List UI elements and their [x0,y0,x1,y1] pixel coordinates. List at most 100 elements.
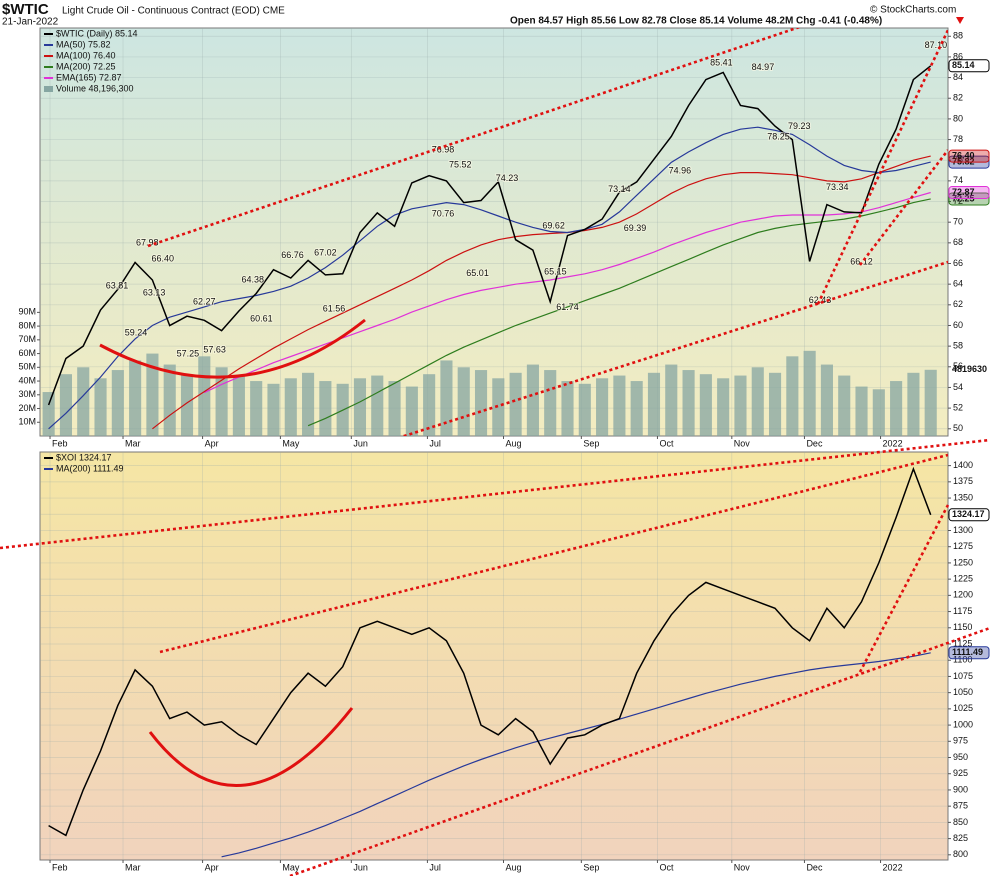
y-tick-label: 875 [953,801,968,811]
y-tick-label: 850 [953,817,968,827]
y-tick-label: 1150 [953,622,972,632]
y-tick-label: 84 [953,72,963,82]
y-tick-label: 60 [953,320,963,330]
moving-average [221,652,931,858]
legend-label: $XOI 1324.17 [56,452,112,462]
price-annotation: 60.61 [250,314,273,324]
trendline [289,626,990,876]
y-tick-label: 1075 [953,671,973,681]
price-annotation: 57.63 [203,344,226,354]
volume-bar [388,381,401,436]
y-tick-label: 1300 [953,525,973,535]
x-tick-label: Jun [353,862,368,872]
x-tick-label: Mar [125,862,141,872]
volume-bar [768,372,782,436]
volume-bar [215,367,228,436]
y-tick-label: 54 [953,382,963,392]
value-tag: 4819630 [952,364,987,374]
volume-bar [613,375,626,436]
price-annotation: 57.25 [177,348,200,358]
price-annotation: 66.40 [152,254,175,264]
trendline [858,149,948,266]
legend-label: MA(100) 76.40 [56,50,116,60]
y-tick-label: 1000 [953,719,973,729]
chart-subtitle: Light Crude Oil - Continuous Contract (E… [62,6,285,17]
y-tick-label: 70 [953,217,963,227]
legend-label: MA(50) 75.82 [56,39,111,49]
plot-area [40,28,948,436]
y-tick-label: 1025 [953,703,973,713]
arc [148,707,354,787]
y-tick-label: 1275 [953,541,973,551]
quote-summary: Open 84.57 High 85.56 Low 82.78 Close 85… [510,16,882,27]
x-tick-label: May [282,862,300,872]
y-tick-label: 62 [953,299,963,309]
y2-tick-label: 40M [18,375,36,385]
volume-bar [77,367,90,436]
volume-bar [129,360,142,436]
x-tick-label: 2022 [883,862,903,872]
price-annotation: 65.15 [544,267,567,277]
x-tick-label: Jul [429,438,441,448]
trendline [0,438,990,550]
volume-bar [302,372,315,436]
price-annotation: 84.97 [752,62,775,72]
price-annotation: 59.24 [125,328,148,338]
y-tick-label: 66 [953,258,963,268]
price-annotation: 63.13 [143,288,166,298]
x-tick-label: Jun [353,438,368,448]
price-annotation: 74.96 [669,165,692,175]
volume-bar [474,370,488,436]
tag-layer: 85.1475.8276.4072.2572.8748196301324.171… [948,59,990,660]
volume-bar [180,374,194,436]
y-tick-label: 1225 [953,574,973,584]
x-tick-label: Dec [806,862,823,872]
volume-bar [423,374,436,436]
price-annotation: 61.56 [323,304,346,314]
volume-bar [146,353,159,436]
volume-bar [353,378,367,436]
y2-tick-label: 80M [18,320,36,330]
legend-swatch [44,86,53,92]
y-tick-label: 78 [953,134,963,144]
y-tick-label: 1125 [953,638,972,648]
volume-bar [371,375,384,436]
price-annotation: 69.39 [624,223,647,233]
price-annotation: 67.02 [314,247,337,257]
volume-bar [440,360,453,436]
y2-tick-label: 10M [18,417,36,427]
volume-bar [717,378,730,436]
price-annotation: 79.23 [788,121,811,131]
volume-bar [544,370,557,436]
price-annotation: 62.27 [193,296,216,306]
y-tick-label: 72 [953,196,963,206]
trendline [147,28,801,248]
moving-average [204,191,931,394]
volume-bar [232,375,245,436]
volume-bar [284,378,297,436]
y-tick-label: 925 [953,768,968,778]
volume-bar [734,375,747,436]
chart-date: 21-Jan-2022 [2,17,59,28]
x-tick-label: Sep [583,862,599,872]
volume-bar [405,386,418,436]
y-tick-label: 76 [953,155,963,165]
y-tick-label: 50 [953,423,963,433]
volume-bar [890,381,903,436]
price-annotation: 63.81 [106,280,129,290]
x-tick-label: 2022 [883,438,903,448]
y2-tick-label: 90M [18,307,36,317]
y2-tick-label: 20M [18,403,36,413]
trendline [399,260,948,436]
y-tick-label: 800 [953,849,968,859]
x-tick-label: Jul [429,862,441,872]
y-tick-label: 1250 [953,557,973,567]
value-tag-box [948,508,990,522]
y-tick-label: 1375 [953,476,973,486]
price-line [48,466,932,837]
volume-bar [596,378,609,436]
y-tick-label: 74 [953,175,963,185]
data-layer: 50 52 54 56 58 60 62 64 66 68 70 72 74 76 78 80 82 84 86 88… [18,27,973,872]
y-tick-label: 900 [953,784,968,794]
volume-bar [872,389,885,436]
